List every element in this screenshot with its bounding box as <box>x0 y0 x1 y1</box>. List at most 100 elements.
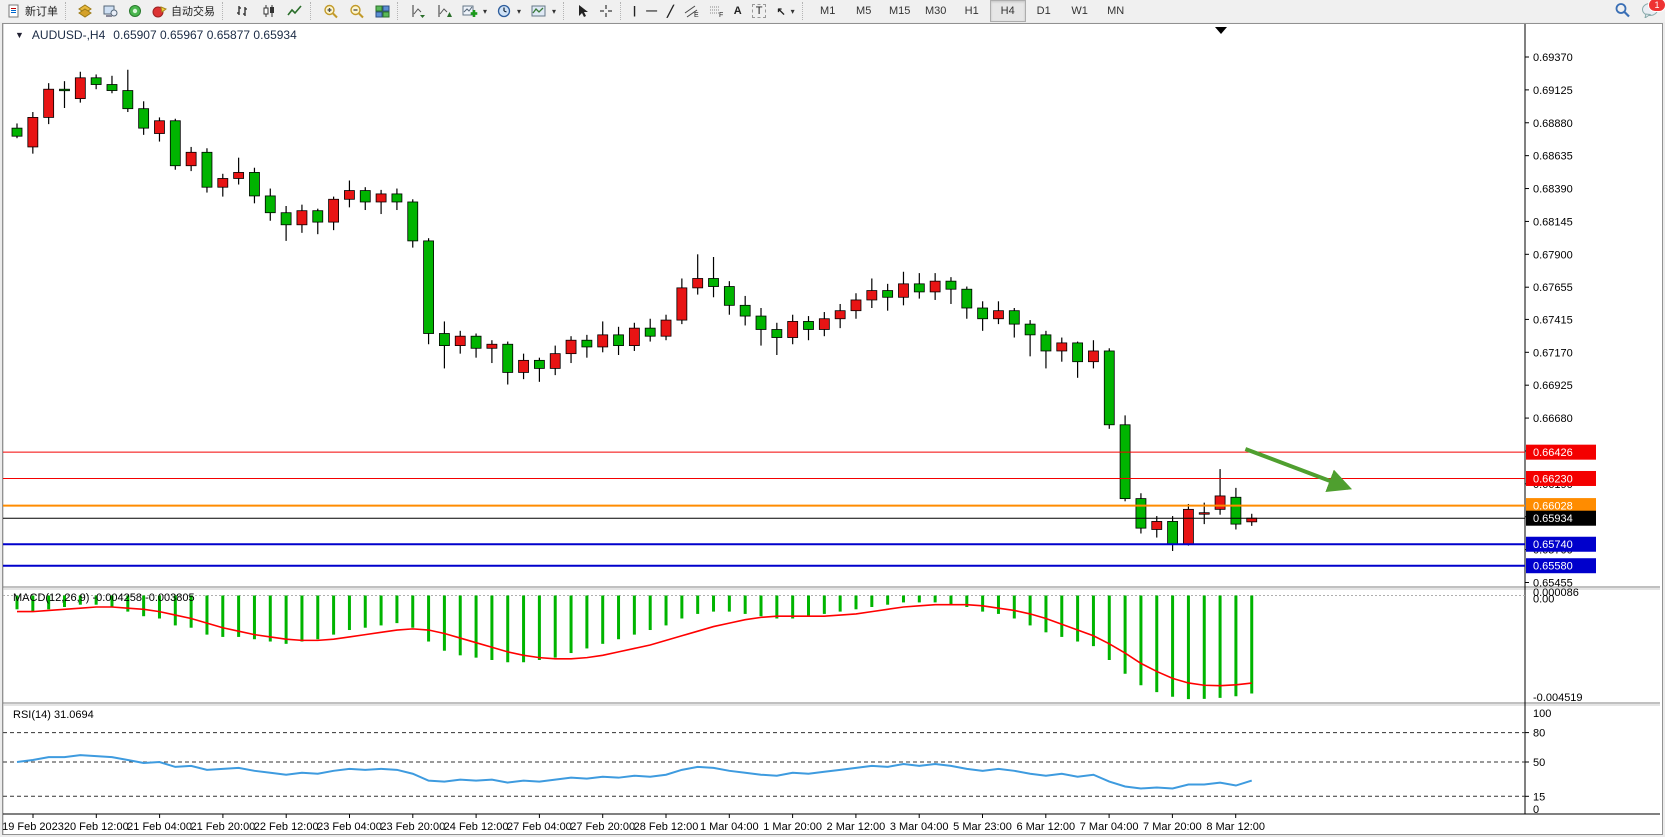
chart-shift-marker-icon[interactable] <box>1215 27 1227 34</box>
auto-trading-button[interactable]: 自动交易 <box>147 0 220 23</box>
toolbar-separator <box>65 2 71 20</box>
cursor-button[interactable] <box>571 0 594 23</box>
timeframe-button-h1[interactable]: H1 <box>964 5 979 17</box>
text-label-button[interactable]: T <box>747 0 772 23</box>
macd-min-label: -0.004519 <box>1533 692 1583 704</box>
candle-bearish <box>59 88 70 92</box>
timeframe-button-m15[interactable]: M15 <box>888 5 911 17</box>
trend-arrow-object[interactable] <box>1244 447 1353 493</box>
bar-chart-icon <box>237 6 247 16</box>
time-axis-label: 7 Mar 20:00 <box>1143 821 1202 832</box>
equidistant-channel-button[interactable]: E <box>679 0 704 23</box>
time-axis-label: 6 Mar 12:00 <box>1016 821 1075 832</box>
candle-bearish <box>201 151 213 188</box>
timeframe-button-m30[interactable]: M30 <box>924 5 947 17</box>
collapse-triangle-icon[interactable]: ▼ <box>15 30 24 40</box>
timeframe-button-m5[interactable]: M5 <box>856 5 872 17</box>
market-watch-button[interactable] <box>98 0 123 23</box>
candle-bullish <box>296 210 308 226</box>
search-icon <box>1615 2 1630 17</box>
zoom-in-icon <box>324 4 338 18</box>
macd-indicator-label: MACD(12,26,9) -0.004258 -0.003805 <box>13 592 195 604</box>
templates-dropdown[interactable]: ▾ <box>526 0 561 23</box>
bar-chart-button[interactable] <box>230 0 256 23</box>
tile-windows-button[interactable] <box>370 0 395 23</box>
time-axis-label: 1 Mar 20:00 <box>763 821 822 832</box>
timeframe-button-mn[interactable]: MN <box>1107 5 1125 17</box>
price-label-text: 0.65740 <box>1533 539 1573 551</box>
text-label-glyph: T <box>751 4 767 18</box>
prev-chart-button[interactable] <box>431 0 457 23</box>
line-chart-icon <box>287 5 302 16</box>
candle-bearish <box>470 335 482 349</box>
timeframe-button-w1[interactable]: W1 <box>1071 5 1088 17</box>
zoom-in-button[interactable] <box>318 0 344 23</box>
timeframe-button-m1[interactable]: M1 <box>820 5 836 17</box>
price-label-text: 0.65580 <box>1533 561 1573 573</box>
time-axis-label: 21 Feb 04:00 <box>127 821 192 832</box>
add-indicator-dropdown[interactable]: ▾ <box>457 0 492 23</box>
data-center-icon <box>129 5 141 17</box>
candle-bullish <box>676 287 688 321</box>
search-button[interactable] <box>1614 2 1631 21</box>
notifications-button[interactable]: 1 <box>1641 0 1665 21</box>
candle-bearish <box>264 195 276 214</box>
connection-button[interactable] <box>123 0 147 23</box>
new-order-button[interactable]: 新订单 <box>2 0 63 23</box>
price-tick-label: 0.66680 <box>1533 413 1573 425</box>
horizontal-line-button[interactable]: — <box>646 5 658 17</box>
rsi-indicator-label: RSI(14) 31.0694 <box>13 709 94 721</box>
candle-bearish <box>723 286 735 306</box>
chart-window[interactable]: ▼ AUDUSD-,H4 0.65907 0.65967 0.65877 0.6… <box>2 23 1663 835</box>
periods-dropdown[interactable]: ▾ <box>492 0 526 23</box>
chart-gold-button[interactable] <box>73 0 98 23</box>
candle-bearish <box>280 212 292 226</box>
price-tick-label: 0.69125 <box>1533 85 1573 97</box>
candle-bullish <box>27 117 39 148</box>
candles <box>11 69 1258 551</box>
timeframe-group: M1 M5 M15 M30 H1 H4 D1 W1 MN <box>810 0 1134 22</box>
candle-bearish <box>423 240 434 334</box>
time-axis-label: 7 Mar 04:00 <box>1080 821 1139 832</box>
rsi-level-label: 15 <box>1533 791 1545 803</box>
price-chart-canvas[interactable]: 0.69370 0.69125 0.68880 0.68635 0.68390 0.681… <box>3 24 1660 832</box>
toolbar-separator <box>801 2 808 20</box>
candle-bearish <box>1167 521 1178 545</box>
candle-bearish <box>1135 498 1147 529</box>
toolbar-separator <box>620 2 626 20</box>
candle-bullish <box>154 120 165 134</box>
price-label-box <box>1526 444 1596 460</box>
line-chart-button[interactable] <box>282 0 308 23</box>
next-chart-button[interactable] <box>405 0 431 23</box>
candlestick-button[interactable] <box>256 0 282 23</box>
candle-bearish <box>771 329 783 338</box>
arrows-dropdown[interactable]: ↖ ▾ <box>771 0 799 23</box>
timeframe-button-h4[interactable]: H4 <box>989 0 1026 22</box>
candle-bullish <box>597 334 609 348</box>
trendline-button[interactable]: ╱ <box>667 5 674 18</box>
candle-bullish <box>185 151 197 167</box>
crosshair-button[interactable] <box>594 0 618 23</box>
macd-signal-line <box>17 603 1252 687</box>
candle-bullish <box>74 77 86 100</box>
text-button[interactable]: A <box>733 5 742 17</box>
candle-bearish <box>708 278 719 287</box>
price-tick-label: 0.67170 <box>1533 347 1573 359</box>
vertical-line-button[interactable]: | <box>633 5 637 17</box>
candle-bearish <box>11 127 23 137</box>
candle-bullish <box>834 310 846 320</box>
candle-bearish <box>1024 323 1036 336</box>
candle-bullish <box>850 299 862 312</box>
candle-bearish <box>1230 496 1242 525</box>
candle-bearish <box>1040 334 1052 352</box>
fibonacci-button[interactable]: F <box>704 0 729 23</box>
chart-arrow-up-icon <box>438 5 452 17</box>
candle-bullish <box>660 319 672 337</box>
toolbar-separator <box>222 2 228 20</box>
zoom-out-button[interactable] <box>344 0 370 23</box>
timeframe-button-d1[interactable]: D1 <box>1036 5 1051 17</box>
candle-bullish <box>898 283 909 298</box>
price-tick-label: 0.68880 <box>1533 118 1573 130</box>
candlestick-icon <box>263 5 274 17</box>
cursor-icon <box>579 5 589 17</box>
